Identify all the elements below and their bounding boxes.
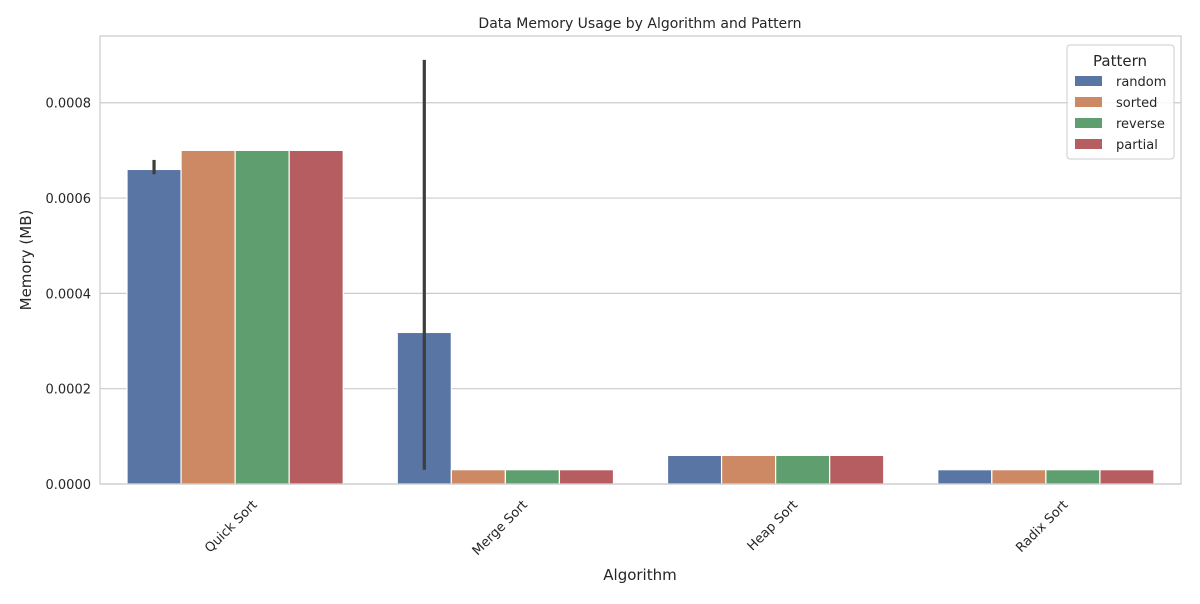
y-tick-label: 0.0004	[46, 287, 92, 302]
y-tick-label: 0.0002	[46, 383, 92, 398]
y-tick-label: 0.0006	[46, 192, 92, 207]
bar-random-radix-sort	[937, 469, 993, 485]
bar-partial-heap-sort	[829, 454, 885, 485]
legend-title: Pattern	[1093, 52, 1147, 70]
legend-swatch-partial	[1075, 139, 1102, 149]
bar-partial-radix-sort	[1099, 469, 1155, 485]
error-bars	[152, 59, 426, 470]
legend-label-partial: partial	[1116, 138, 1158, 153]
bar-reverse-heap-sort	[775, 454, 831, 485]
legend-label-sorted: sorted	[1116, 96, 1157, 111]
bar-partial-quick-sort	[288, 149, 344, 485]
chart-title: Data Memory Usage by Algorithm and Patte…	[478, 16, 801, 32]
bar-random-quick-sort	[126, 168, 182, 485]
bar-partial-merge-sort	[558, 469, 615, 485]
legend: Pattern random sorted reverse partial	[1066, 44, 1175, 160]
bars	[126, 149, 1155, 485]
y-tick-label: 0.0000	[46, 478, 92, 493]
legend-box	[1066, 44, 1175, 160]
bar-reverse-merge-sort	[504, 469, 561, 485]
bar-sorted-merge-sort	[450, 469, 506, 485]
y-tick-labels: 0.0000 0.0002 0.0004 0.0006 0.0008	[46, 97, 92, 493]
legend-swatch-sorted	[1075, 97, 1102, 107]
bar-sorted-quick-sort	[180, 149, 236, 485]
bar-reverse-radix-sort	[1045, 469, 1101, 485]
plot-frame	[99, 35, 1182, 485]
legend-swatch-random	[1075, 76, 1102, 86]
legend-label-reverse: reverse	[1116, 117, 1165, 132]
bar-sorted-heap-sort	[720, 454, 777, 485]
bar-sorted-radix-sort	[991, 469, 1047, 485]
x-axis-label: Algorithm	[603, 566, 676, 584]
legend-swatch-reverse	[1075, 118, 1102, 128]
legend-label-random: random	[1116, 75, 1166, 90]
y-tick-label: 0.0008	[46, 97, 92, 112]
bar-reverse-quick-sort	[234, 149, 290, 485]
y-axis-label: Memory (MB)	[17, 210, 35, 311]
bar-random-heap-sort	[666, 454, 723, 485]
legend-items: random sorted reverse partial	[1075, 75, 1166, 153]
